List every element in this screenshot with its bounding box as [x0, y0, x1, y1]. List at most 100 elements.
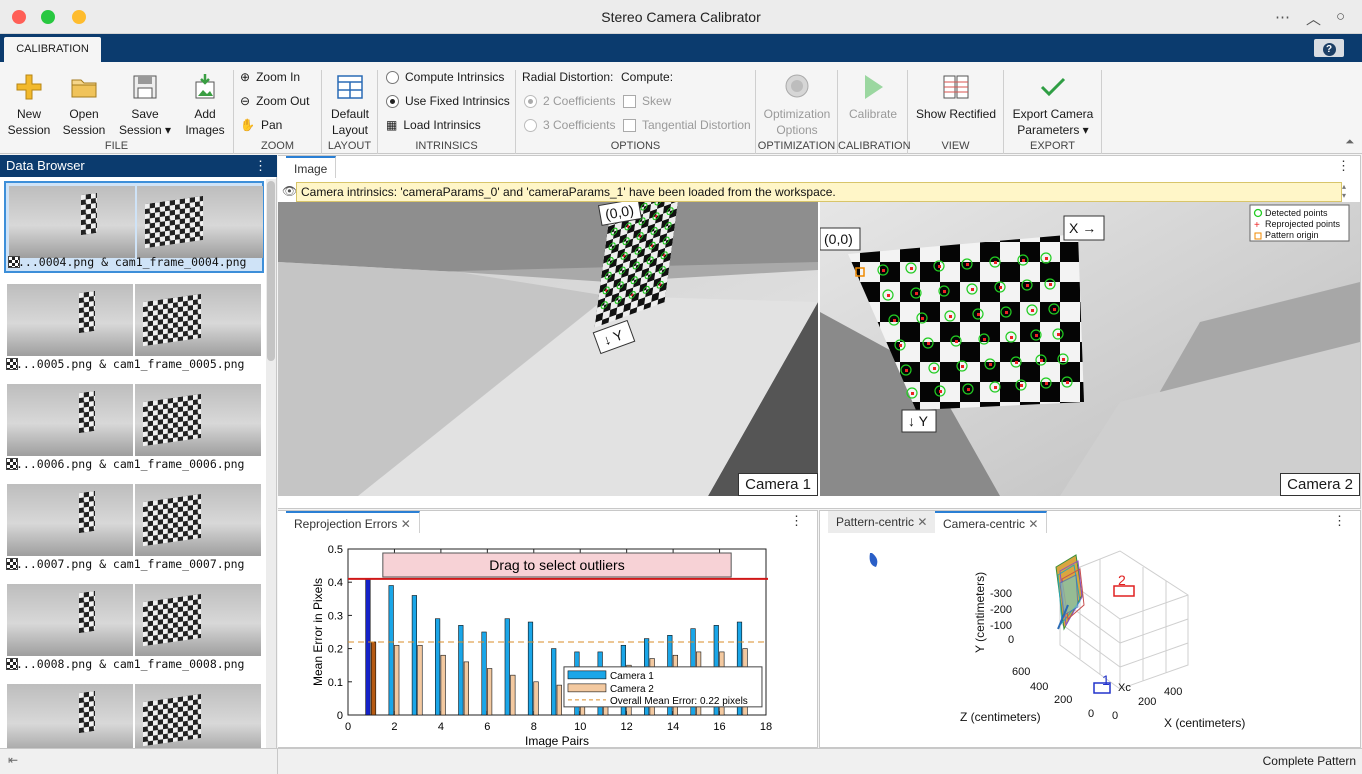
thumbnail-left-image	[7, 484, 133, 556]
extrinsics-3d-plot[interactable]: 2 1 Xc -300 -200 -100 0 600 400 200 0 0 …	[820, 535, 1360, 747]
y-tick-label: 0.1	[328, 677, 343, 689]
more-options-icon[interactable]: ⋮	[254, 158, 267, 173]
scrollbar[interactable]	[266, 179, 276, 748]
reprojection-chart[interactable]: 0 0.1 0.2 0.3 0.4 0.5 0 2 4 6 8 10 12 14 16 18 Drag to s…	[278, 535, 808, 747]
collapse-ribbon-icon[interactable]: ⏶	[1345, 136, 1354, 148]
bar-camera2	[487, 668, 493, 716]
three-coefficients-radio[interactable]: 3 Coefficients	[524, 118, 616, 132]
thumbnail-item[interactable]: ...0004.png & cam1_frame_0004.png	[4, 181, 264, 273]
maximize-window-button[interactable]	[41, 10, 55, 24]
compute-intrinsics-radio[interactable]: Compute Intrinsics	[386, 70, 504, 84]
x-tick-label: 4	[438, 721, 444, 733]
eye-icon[interactable]: 👁	[282, 184, 298, 198]
tab-image[interactable]: Image	[286, 156, 337, 178]
close-tab-icon[interactable]: ✕	[1028, 517, 1039, 531]
optimization-options-button[interactable]: Optimization Options	[760, 70, 834, 138]
thumbnail-item[interactable]: ...0006.png & cam1_frame_0006.png	[4, 381, 264, 473]
more-icon[interactable]: ⋯	[1275, 9, 1290, 26]
calibrate-button[interactable]: Calibrate	[842, 70, 904, 122]
camera1-label: Camera 1	[738, 473, 818, 496]
skew-checkbox[interactable]: Skew	[623, 94, 671, 108]
thumbnail-item[interactable]: ...0007.png & cam1_frame_0007.png	[4, 481, 264, 573]
checkmark-icon	[1040, 77, 1066, 97]
help-button[interactable]: ?	[1314, 39, 1344, 57]
new-session-button[interactable]: New Session	[6, 70, 52, 138]
svg-text:0: 0	[1088, 708, 1094, 720]
window-title: Stereo Camera Calibrator	[601, 9, 761, 25]
tab-reprojection-errors[interactable]: Reprojection Errors ✕	[286, 511, 420, 533]
thumbnail-images	[7, 384, 261, 456]
pan-button[interactable]: ✋ Pan	[240, 118, 283, 132]
bar-camera2	[370, 641, 377, 716]
tab-calibration[interactable]: CALIBRATION	[4, 37, 101, 62]
x-tick-label: 8	[531, 721, 537, 733]
svg-text:↓ Y: ↓ Y	[908, 413, 929, 429]
legend-entry: Camera 1	[610, 671, 654, 682]
zoom-in-icon: ⊕	[240, 70, 251, 84]
two-coefficients-radio[interactable]: 2 Coefficients	[524, 94, 616, 108]
legend-entry: Camera 2	[610, 684, 654, 695]
collapse-browser-icon[interactable]: ⇤	[8, 753, 19, 767]
thumbnail-right-image	[137, 186, 263, 258]
play-icon	[865, 75, 883, 99]
thumbnail-item[interactable]	[4, 681, 264, 773]
extrinsics-panel: Pattern-centric ✕ Camera-centric ✕ ⋮ 2	[819, 510, 1361, 748]
thumbnail-item[interactable]: ...0005.png & cam1_frame_0005.png	[4, 281, 264, 373]
calibration-section-label: CALIBRATION	[838, 140, 911, 152]
x-axis-label: Image Pairs	[525, 734, 589, 747]
info-scroll-icon[interactable]: ▴ ▾	[1342, 182, 1347, 200]
origin-label-camera1: (0,0)	[597, 202, 643, 226]
thumbnail-images	[7, 684, 261, 756]
thumbnail-caption: ...0006.png & cam1_frame_0006.png	[16, 457, 245, 471]
view-section: Show Rectified VIEW	[908, 70, 1004, 154]
zoom-out-button[interactable]: ⊖ Zoom Out	[240, 94, 310, 108]
more-options-icon[interactable]: ⋮	[790, 513, 803, 528]
status-text: Complete Pattern	[1262, 754, 1356, 768]
show-rectified-button[interactable]: Show Rectified	[914, 70, 998, 122]
svg-text:2: 2	[1118, 572, 1126, 588]
radio-icon	[524, 118, 537, 132]
y-tick-label: 0.3	[328, 610, 343, 622]
tangential-distortion-checkbox[interactable]: Tangential Distortion	[623, 118, 751, 132]
zoom-out-icon: ⊖	[240, 94, 251, 108]
collapse-icon[interactable]: ︿	[1306, 11, 1322, 28]
y-tick-label: 0.5	[328, 544, 343, 556]
use-fixed-intrinsics-radio[interactable]: Use Fixed Intrinsics	[386, 94, 510, 108]
save-icon	[133, 75, 157, 99]
legend-swatch	[567, 683, 607, 693]
close-window-button[interactable]	[12, 10, 26, 24]
thumbnail-item[interactable]: ...0008.png & cam1_frame_0008.png	[4, 581, 264, 673]
more-options-icon[interactable]: ⋮	[1337, 158, 1350, 173]
y-label-camera2: ↓ Y	[901, 409, 937, 433]
radio-selected-icon	[524, 94, 537, 108]
zoom-in-button[interactable]: ⊕ Zoom In	[240, 70, 301, 84]
thumbnail-caption: ...0004.png & cam1_frame_0004.png	[18, 255, 247, 269]
add-images-button[interactable]: Add Images	[180, 70, 230, 138]
camera1-image[interactable]: (0,0) ↓ Y Camera 1	[278, 202, 818, 496]
open-session-button[interactable]: Open Session	[60, 70, 108, 138]
x-tick-label: 6	[484, 721, 490, 733]
compute-label: Compute:	[621, 70, 674, 84]
bar-camera2	[533, 681, 539, 716]
origin-label-camera2: (0,0)	[820, 227, 861, 251]
calibration-section: Calibrate CALIBRATION	[838, 70, 911, 154]
svg-text:(0,0): (0,0)	[824, 231, 853, 247]
bar-camera2	[417, 644, 423, 716]
load-intrinsics-button[interactable]: ▦ Load Intrinsics	[386, 118, 481, 132]
tab-pattern-centric[interactable]: Pattern-centric ✕	[828, 511, 937, 533]
default-layout-button[interactable]: Default Layout	[326, 70, 374, 138]
x-label-camera2: X →	[1063, 215, 1105, 241]
save-session-button[interactable]: Save Session ▾	[114, 70, 176, 138]
restore-icon[interactable]: ○	[1336, 8, 1346, 25]
close-tab-icon[interactable]: ✕	[917, 515, 928, 529]
export-camera-parameters-button[interactable]: Export Camera Parameters ▾	[1008, 70, 1098, 138]
intrinsics-section-label: INTRINSICS	[415, 140, 478, 152]
scrollbar-thumb[interactable]	[267, 181, 275, 361]
more-options-icon[interactable]: ⋮	[1333, 513, 1346, 528]
minimize-window-button[interactable]	[72, 10, 86, 24]
thumbnail-left-image	[7, 684, 133, 756]
camera2-image[interactable]: (0,0) X → ↓ Y Detected points + Reprojec…	[820, 202, 1360, 496]
radial-distortion-label: Radial Distortion:	[522, 70, 614, 84]
tab-camera-centric[interactable]: Camera-centric ✕	[935, 511, 1048, 533]
close-tab-icon[interactable]: ✕	[400, 517, 411, 531]
